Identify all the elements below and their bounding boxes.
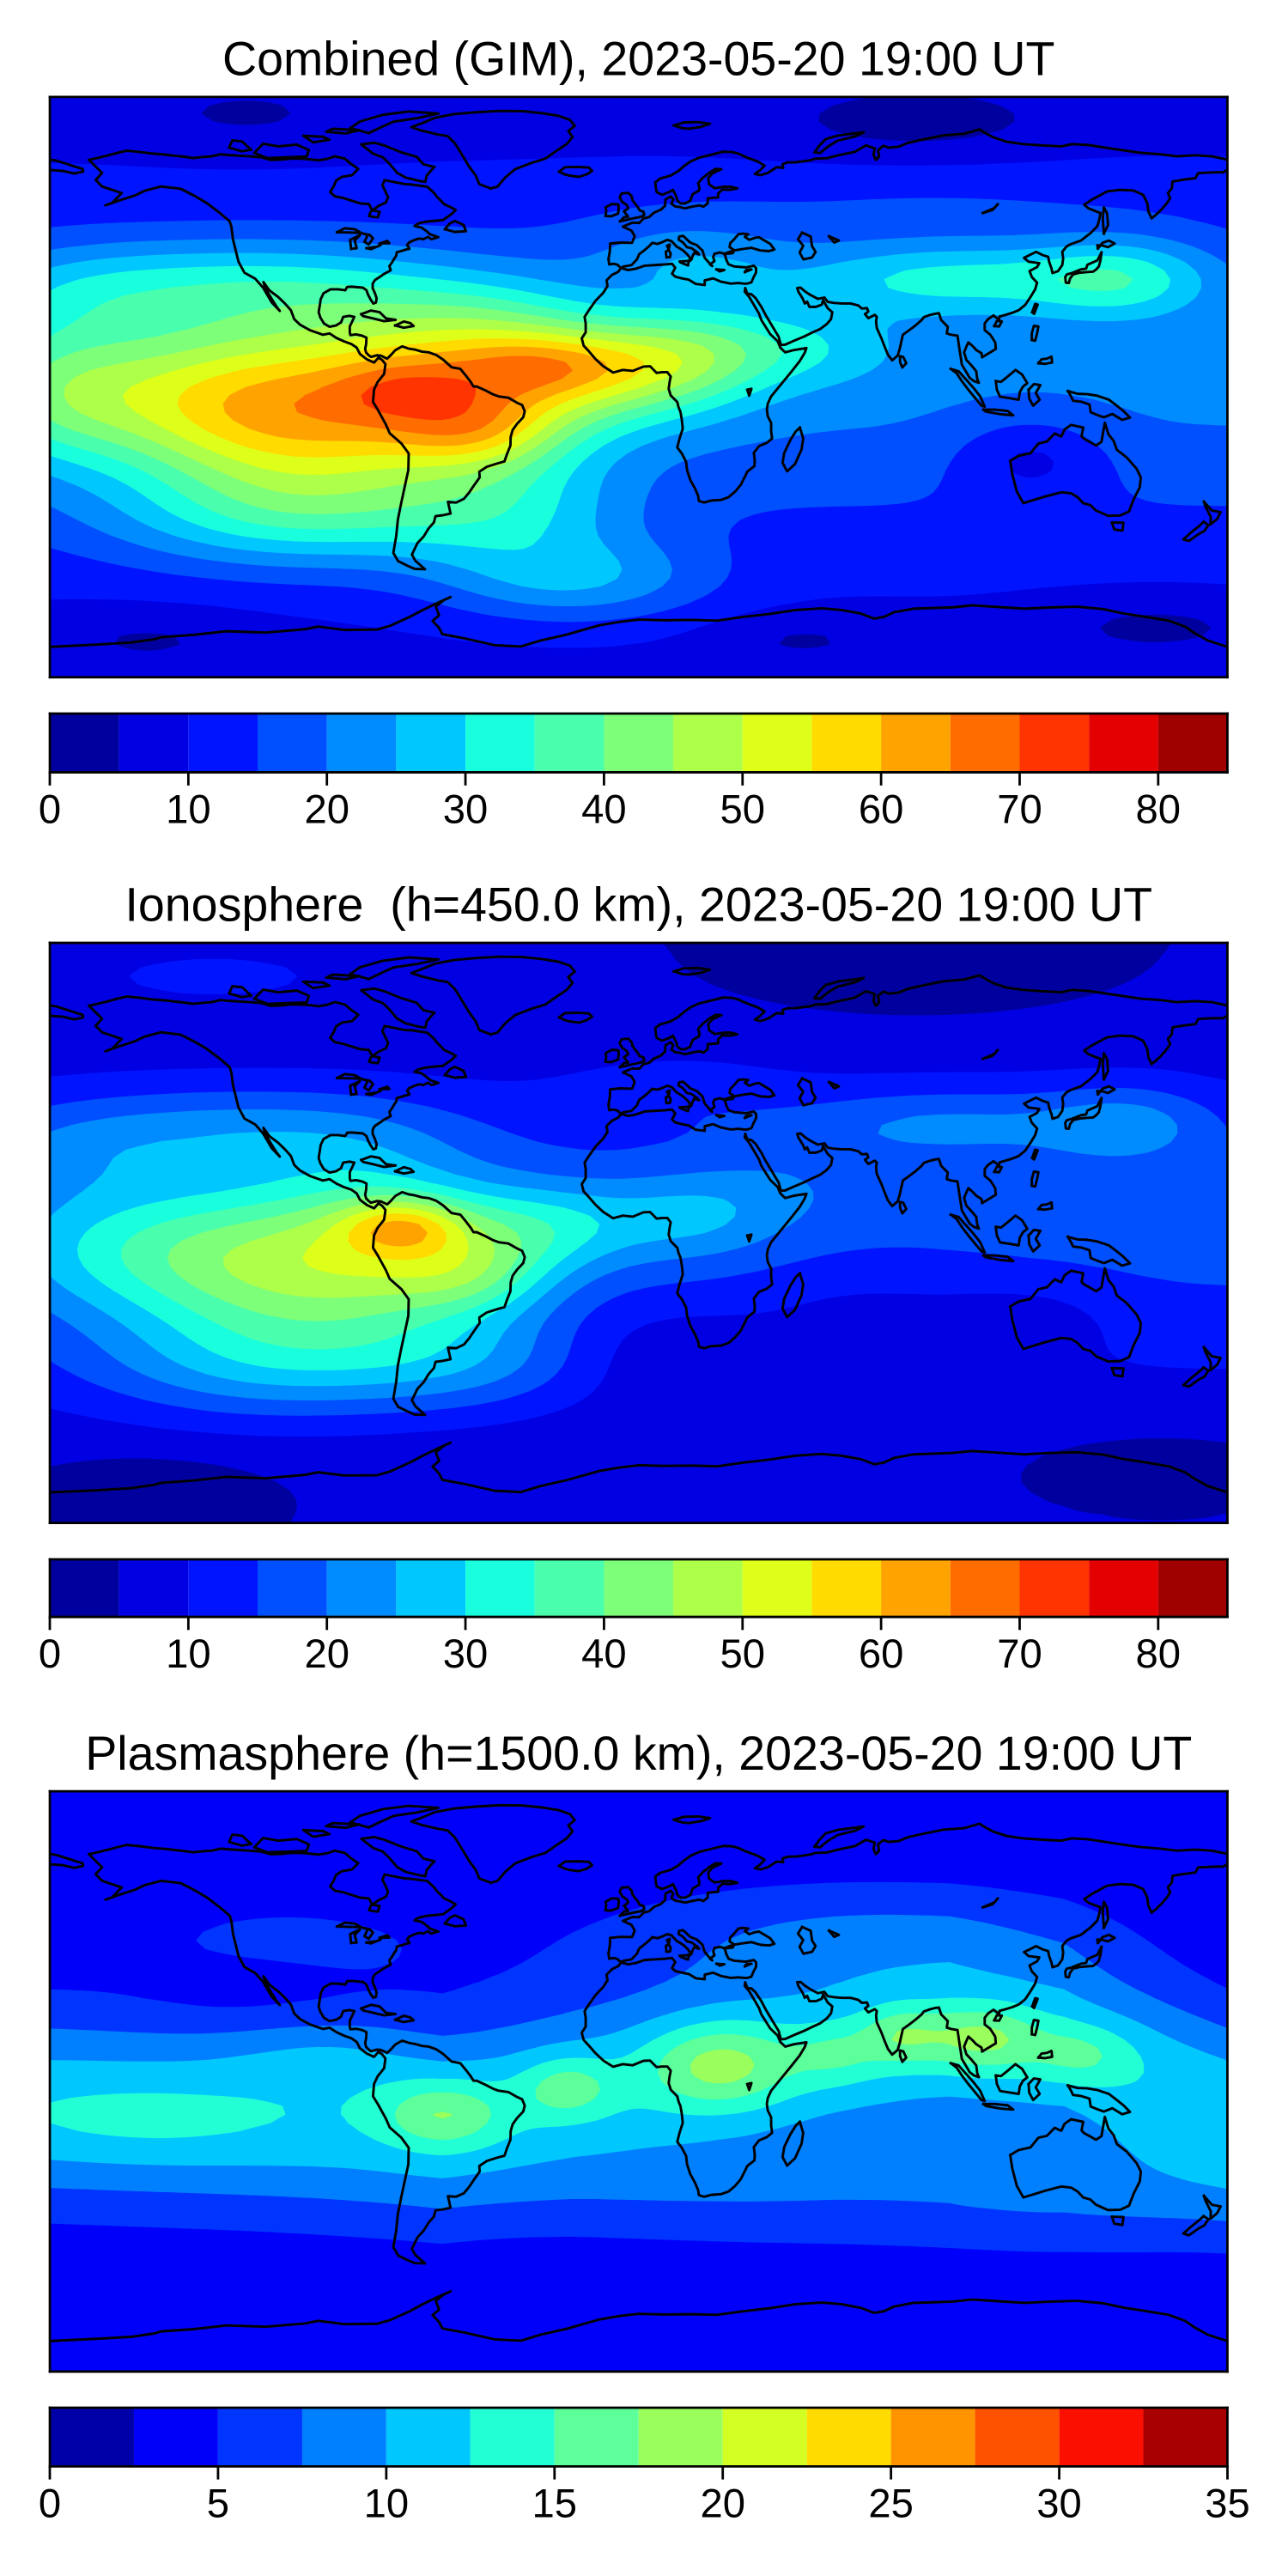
svg-text:50: 50 [720,1631,765,1677]
svg-text:Plasmasphere (h=1500.0 km), 20: Plasmasphere (h=1500.0 km), 2023-05-20 1… [85,1727,1192,1780]
svg-text:30: 30 [1036,2482,1082,2527]
svg-text:40: 40 [581,787,627,833]
svg-text:10: 10 [364,2482,410,2527]
svg-text:0: 0 [39,1631,61,1677]
svg-text:20: 20 [304,1631,349,1677]
svg-text:20: 20 [304,787,349,833]
svg-text:30: 30 [443,787,489,833]
svg-text:15: 15 [532,2482,578,2527]
svg-text:60: 60 [859,787,904,833]
svg-text:70: 70 [997,787,1042,833]
svg-text:10: 10 [166,787,211,833]
svg-text:40: 40 [581,1631,627,1677]
svg-text:Ionosphere (h=450.0 km), 2023: Ionosphere (h=450.0 km), 2023-05-20 19:0… [125,878,1152,932]
svg-text:20: 20 [700,2482,745,2527]
svg-text:5: 5 [207,2482,229,2527]
svg-text:60: 60 [859,1631,904,1677]
svg-text:Combined (GIM), 2023-05-20 19:: Combined (GIM), 2023-05-20 19:00 UT [222,33,1054,86]
svg-text:70: 70 [997,1631,1042,1677]
svg-text:10: 10 [166,1631,211,1677]
svg-text:0: 0 [39,787,61,833]
svg-text:50: 50 [720,787,765,833]
svg-text:0: 0 [39,2482,61,2527]
svg-text:35: 35 [1205,2482,1250,2527]
svg-text:25: 25 [868,2482,914,2527]
svg-text:30: 30 [443,1631,489,1677]
svg-text:80: 80 [1136,787,1182,833]
svg-text:80: 80 [1136,1631,1182,1677]
